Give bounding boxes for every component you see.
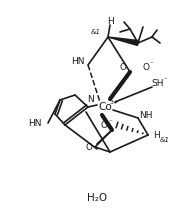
Text: 3+: 3+ <box>109 100 119 104</box>
Text: ⁻: ⁻ <box>108 119 112 125</box>
Text: H: H <box>108 17 114 26</box>
Text: O: O <box>100 120 107 129</box>
Text: O: O <box>120 63 127 72</box>
Polygon shape <box>108 37 138 45</box>
Text: Co: Co <box>98 102 112 112</box>
Text: ⁻: ⁻ <box>149 61 153 67</box>
Text: ⁻: ⁻ <box>163 77 167 83</box>
Text: O: O <box>143 63 150 72</box>
Text: HN: HN <box>71 57 85 66</box>
Text: O: O <box>85 143 92 152</box>
Text: HN: HN <box>28 118 42 127</box>
Text: H: H <box>154 131 160 140</box>
Text: NH: NH <box>139 112 153 120</box>
Text: &1: &1 <box>160 137 170 143</box>
Text: H₂O: H₂O <box>87 193 107 203</box>
Text: &1: &1 <box>91 29 101 35</box>
Text: SH: SH <box>152 78 164 88</box>
Text: N: N <box>88 95 94 103</box>
